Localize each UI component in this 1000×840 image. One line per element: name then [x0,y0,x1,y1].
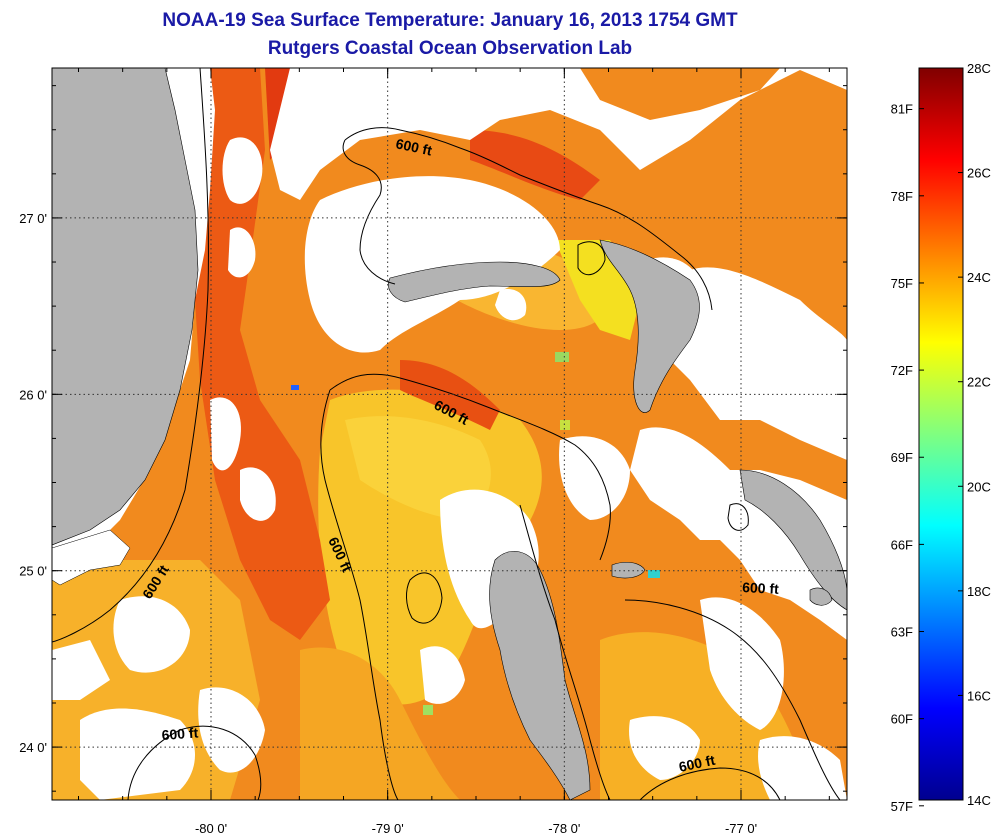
colorbar-f-label: 60F [891,712,913,727]
colorbar-f-label: 75F [891,276,913,291]
colorbar-c-label: 22C [967,375,991,390]
colorbar-c-label: 20C [967,479,991,494]
andros-island [489,551,591,800]
colorbar [918,67,964,801]
colorbar-c-label: 26C [967,166,991,181]
contour-label-7: 600 ft [677,752,716,775]
new-providence-island [611,561,646,579]
map-title: NOAA-19 Sea Surface Temperature: January… [162,10,738,31]
y-tick-label: 25 0' [19,564,47,579]
colorbar-f-label: 72F [891,363,913,378]
y-tick-label: 26 0' [19,387,47,402]
isobath-600ft [52,68,841,800]
colorbar-c-label: 18C [967,584,991,599]
colorbar-ticks: 28C 26C 24C 22C 20C 18C 16C 14C 81F 78F 75F 72F 69F 6… [891,61,991,814]
land-masses [52,68,847,800]
y-tick-label: 27 0' [19,211,47,226]
contour-label-1: 600 ft [394,135,433,158]
colorbar-f-label: 57F [891,799,913,814]
abaco-island [599,239,700,413]
colorbar-c-label: 14C [967,793,991,808]
colorbar-c-label: 24C [967,270,991,285]
colorbar-f-label: 78F [891,189,913,204]
x-tick-label: -78 0' [548,821,580,836]
colorbar-c-label: 28C [967,61,991,76]
colorbar-f-label: 66F [891,537,913,552]
eleuthera-island [739,469,847,611]
grand-bahama-island [388,261,561,303]
x-tick-label: -77 0' [725,821,757,836]
colorbar-f-label: 81F [891,102,913,117]
contour-label-5: 600 ft [742,579,780,597]
colorbar-f-label: 69F [891,450,913,465]
contour-label-6: 600 ft [161,724,199,743]
colorbar-c-label: 16C [967,688,991,703]
map-frame [51,67,848,801]
graticule [52,68,847,800]
axis-ticks: -80 0' -79 0' -78 0' -77 0' 27 0' 26 0' 25 0' 2… [19,68,847,836]
x-tick-label: -79 0' [372,821,404,836]
y-tick-label: 24 0' [19,740,47,755]
florida-landmass [52,68,199,546]
sst-field: 600 ft 600 ft 600 ft 600 ft 600 ft 600 f… [52,68,847,800]
x-tick-label: -80 0' [195,821,227,836]
colorbar-f-label: 63F [891,625,913,640]
map-subtitle: Rutgers Coastal Ocean Observation Lab [267,38,633,59]
